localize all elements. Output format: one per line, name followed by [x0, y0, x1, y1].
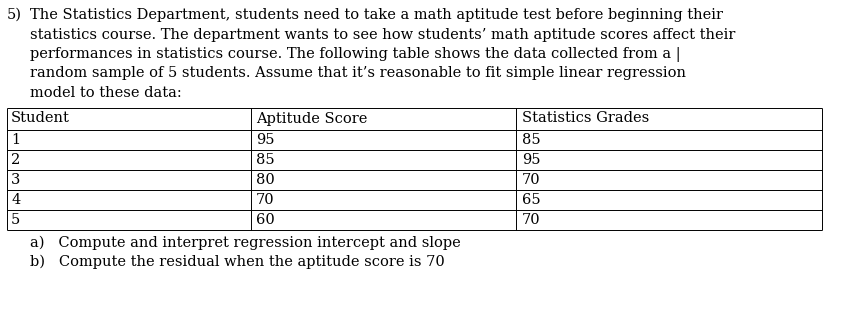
Text: The Statistics Department, students need to take a math aptitude test before beg: The Statistics Department, students need… [30, 8, 723, 22]
Text: 70: 70 [256, 192, 274, 206]
Text: 85: 85 [256, 153, 274, 167]
Text: Student: Student [11, 112, 69, 126]
Text: 60: 60 [256, 212, 274, 226]
Text: 5): 5) [7, 8, 22, 22]
Text: 70: 70 [522, 212, 540, 226]
Text: 95: 95 [256, 133, 274, 147]
Text: 70: 70 [522, 172, 540, 186]
Text: Aptitude Score: Aptitude Score [256, 112, 368, 126]
Text: 2: 2 [11, 153, 20, 167]
Text: model to these data:: model to these data: [30, 86, 182, 100]
Text: Statistics Grades: Statistics Grades [522, 112, 650, 126]
Text: 4: 4 [11, 192, 20, 206]
Text: random sample of 5 students. Assume that it’s reasonable to fit simple linear re: random sample of 5 students. Assume that… [30, 66, 686, 80]
Text: 3: 3 [11, 172, 20, 186]
Text: 65: 65 [522, 192, 540, 206]
Text: 80: 80 [256, 172, 274, 186]
Text: a)   Compute and interpret regression intercept and slope: a) Compute and interpret regression inte… [30, 235, 461, 250]
Text: b)   Compute the residual when the aptitude score is 70: b) Compute the residual when the aptitud… [30, 255, 445, 270]
Text: statistics course. The department wants to see how students’ math aptitude score: statistics course. The department wants … [30, 27, 735, 41]
Text: 95: 95 [522, 153, 540, 167]
Text: 1: 1 [11, 133, 20, 147]
Text: 85: 85 [522, 133, 540, 147]
Text: 5: 5 [11, 212, 20, 226]
Text: performances in statistics course. The following table shows the data collected : performances in statistics course. The f… [30, 47, 681, 62]
